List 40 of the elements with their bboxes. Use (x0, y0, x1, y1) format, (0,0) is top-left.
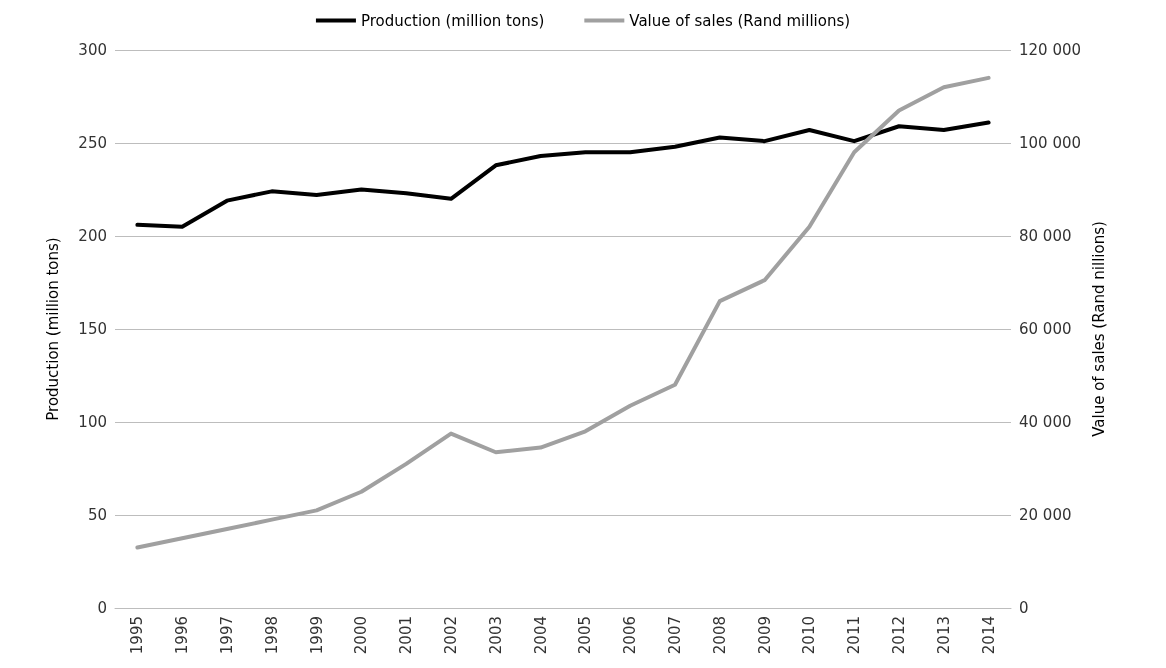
x-tick-label: 2004 (531, 616, 550, 655)
y2-tick-label: 120 000 (1019, 41, 1082, 59)
y-tick-label: 250 (78, 134, 107, 152)
x-tick-label: 2012 (890, 616, 908, 655)
y-tick-label: 200 (78, 227, 107, 245)
x-tick-label: 1996 (173, 616, 192, 655)
x-tick-label: 2000 (352, 616, 371, 655)
y2-tick-label: 60 000 (1019, 320, 1072, 338)
y2-tick-label: 0 (1019, 599, 1029, 617)
y2-axis-title: Value of sales (Rand nillions) (1090, 221, 1109, 437)
x-tick-label: 1995 (128, 616, 147, 655)
y2-tick-label: 100 000 (1019, 134, 1082, 152)
line-series (135, 75, 991, 550)
x-tick-label: 2003 (486, 616, 505, 655)
x-tick-label: 2005 (576, 616, 595, 655)
x-tick-label: 2007 (666, 616, 684, 655)
y-tick-label: 300 (78, 41, 107, 59)
x-tick-label: 1999 (307, 616, 326, 655)
y2-tick-label: 80 000 (1019, 227, 1072, 245)
legend-label: Production (million tons) (360, 11, 545, 30)
y-tick-label: 100 (78, 413, 107, 431)
x-tick-label: 1998 (262, 616, 281, 655)
x-tick-label: 2001 (397, 616, 416, 655)
x-tick-label: 2008 (710, 616, 729, 655)
y2-tick-label: 20 000 (1019, 506, 1072, 524)
y-tick-label: 0 (97, 599, 107, 617)
line-series (135, 120, 991, 229)
x-tick-label: 2011 (845, 616, 864, 655)
x-tick-label: 2009 (755, 616, 774, 655)
y-tick-label: 150 (78, 320, 107, 338)
x-tick-label: 2002 (442, 616, 460, 655)
y-axis-title: Production (million tons) (43, 237, 62, 421)
x-tick-label: 2013 (934, 616, 953, 655)
x-tick-label: 2014 (979, 616, 998, 655)
x-tick-label: 1997 (218, 616, 236, 655)
y2-tick-label: 40 000 (1019, 413, 1072, 431)
y-tick-label: 50 (87, 506, 107, 524)
x-tick-label: 2010 (800, 616, 819, 655)
x-tick-label: 2006 (621, 616, 640, 655)
legend-label: Value of sales (Rand millions) (629, 11, 851, 30)
